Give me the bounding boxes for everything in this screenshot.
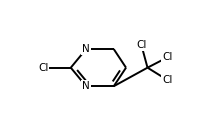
Text: N: N: [82, 81, 90, 91]
Text: Cl: Cl: [38, 63, 48, 73]
Text: Cl: Cl: [136, 40, 147, 50]
Text: Cl: Cl: [162, 75, 173, 85]
Text: Cl: Cl: [162, 52, 173, 62]
Text: N: N: [82, 44, 90, 54]
